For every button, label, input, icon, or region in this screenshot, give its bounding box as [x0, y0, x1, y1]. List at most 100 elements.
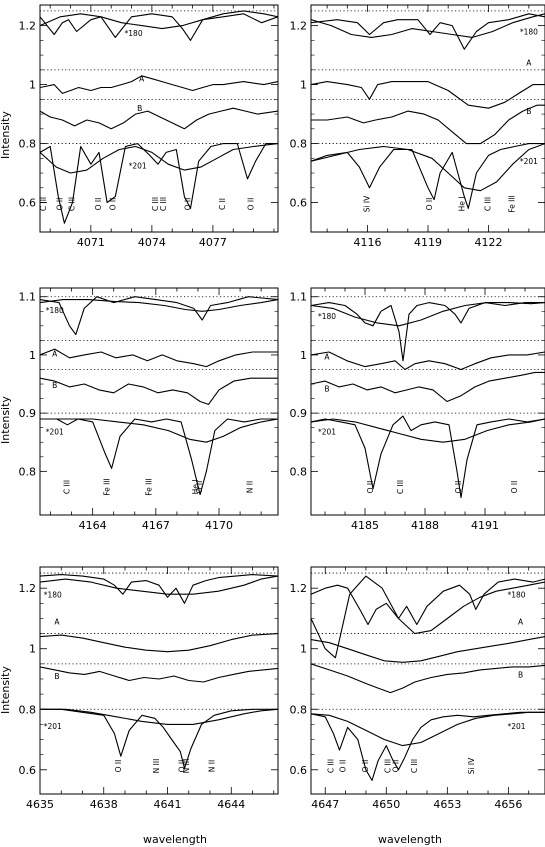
x-tick-label: 4170 — [205, 519, 233, 532]
line-id-label: N III — [152, 759, 161, 774]
x-tick-label: 4077 — [199, 236, 227, 249]
series-line-1 — [40, 299, 278, 312]
x-tick-label: 4164 — [79, 519, 107, 532]
series-line-2 — [40, 348, 278, 368]
series-label: A — [324, 353, 330, 362]
series-line-1 — [40, 10, 278, 30]
series-line-5 — [311, 711, 545, 747]
series-group — [311, 13, 545, 209]
x-tick-label: 4650 — [372, 798, 400, 811]
series-line-4 — [40, 708, 278, 769]
line-id-label: C III — [410, 759, 419, 773]
panel-frame — [39, 566, 279, 795]
y-tick-label: 0.8 — [19, 465, 37, 478]
series-label: *180 — [44, 590, 62, 599]
line-id-label: C III — [396, 480, 405, 494]
y-tick-label: 1.2 — [19, 20, 37, 33]
line-id-label: C III — [68, 197, 77, 211]
line-id-label: O II — [184, 198, 193, 211]
series-line-2 — [40, 633, 278, 653]
series-line-1 — [40, 575, 278, 595]
line-id-label: O II — [425, 198, 434, 211]
line-id-label: C II — [218, 198, 227, 210]
series-group — [40, 296, 278, 496]
series-label: B — [137, 104, 142, 113]
series-label: A — [526, 58, 532, 67]
series-group — [311, 302, 545, 499]
series-line-0 — [40, 296, 278, 336]
series-line-4 — [311, 711, 545, 781]
x-tick-label: 4116 — [353, 236, 381, 249]
series-line-2 — [40, 75, 278, 94]
series-label: B — [52, 381, 57, 390]
line-id-label: O II — [178, 760, 187, 773]
y-tick-label: 0.6 — [19, 764, 37, 777]
series-line-2 — [311, 351, 545, 371]
series-line-5 — [40, 143, 278, 174]
series-label: *180 — [318, 312, 336, 321]
series-label: A — [54, 618, 60, 627]
line-id-label: N II — [246, 481, 255, 493]
y-tick-label: 1.1 — [290, 291, 308, 304]
series-line-4 — [311, 415, 545, 499]
series-line-1 — [311, 575, 545, 659]
y-tick-label: 1.2 — [19, 582, 37, 595]
y-tick-label: 0.6 — [290, 197, 308, 210]
line-id-label: Si IV — [363, 195, 372, 212]
line-id-label: O II — [391, 760, 400, 773]
y-tick-label: 0.8 — [19, 138, 37, 151]
x-tick-label: 4641 — [154, 798, 182, 811]
y-tick-label: 0.8 — [290, 465, 308, 478]
y-tick-label: 0.6 — [290, 764, 308, 777]
x-axis-label-right: wavelength — [378, 833, 442, 846]
line-id-label: Si IV — [467, 757, 476, 774]
series-line-3 — [311, 371, 545, 403]
y-axis-label-middle: Intensity — [0, 396, 12, 444]
series-label: *180 — [507, 590, 525, 599]
x-tick-label: 4656 — [494, 798, 522, 811]
y-tick-label: 0.8 — [19, 703, 37, 716]
x-tick-label: 4122 — [475, 236, 503, 249]
panel-frame — [39, 4, 279, 233]
line-id-label: O II — [454, 481, 463, 494]
x-tick-label: 4119 — [414, 236, 442, 249]
y-tick-label: 0.6 — [19, 197, 37, 210]
y-axis-label-top: Intensity — [0, 111, 12, 159]
line-id-label: O II — [114, 760, 123, 773]
line-id-label: O II — [361, 760, 370, 773]
y-tick-label: 1 — [29, 349, 36, 362]
series-group — [40, 574, 278, 769]
series-line-4 — [40, 418, 278, 496]
line-id-label: C III — [383, 759, 392, 773]
line-id-label: C III — [326, 759, 335, 773]
line-id-label: O II — [195, 481, 204, 494]
line-id-label: N II — [207, 760, 216, 772]
series-line-0 — [40, 13, 278, 41]
series-label: *180 — [46, 306, 64, 315]
line-id-label: C III — [39, 197, 48, 211]
panel-row3-right: 4647 4650 4653 4656 0.6 0.8 1 1.2 *180 A B *201 C II… — [290, 566, 545, 811]
series-label: A — [518, 618, 524, 627]
x-tick-label: 4074 — [138, 236, 166, 249]
y-tick-label: 1.1 — [19, 291, 37, 304]
series-line-0 — [311, 578, 545, 626]
line-id-label: Fe III — [145, 478, 154, 496]
line-id-label: O II — [510, 481, 519, 494]
series-line-3 — [40, 666, 278, 683]
series-label: B — [324, 385, 329, 394]
series-line-3 — [311, 663, 545, 694]
series-label: B — [54, 672, 59, 681]
series-line-2 — [311, 636, 545, 663]
x-tick-label: 4647 — [311, 798, 339, 811]
series-line-1 — [311, 13, 545, 38]
y-tick-label: 1 — [300, 79, 307, 92]
panel-frame — [310, 566, 545, 795]
y-tick-label: 1 — [300, 349, 307, 362]
series-label: B — [526, 107, 531, 116]
x-tick-label: 4188 — [411, 519, 439, 532]
series-line-1 — [311, 302, 545, 327]
line-id-label: O II — [94, 198, 103, 211]
x-tick-label: 4653 — [433, 798, 461, 811]
